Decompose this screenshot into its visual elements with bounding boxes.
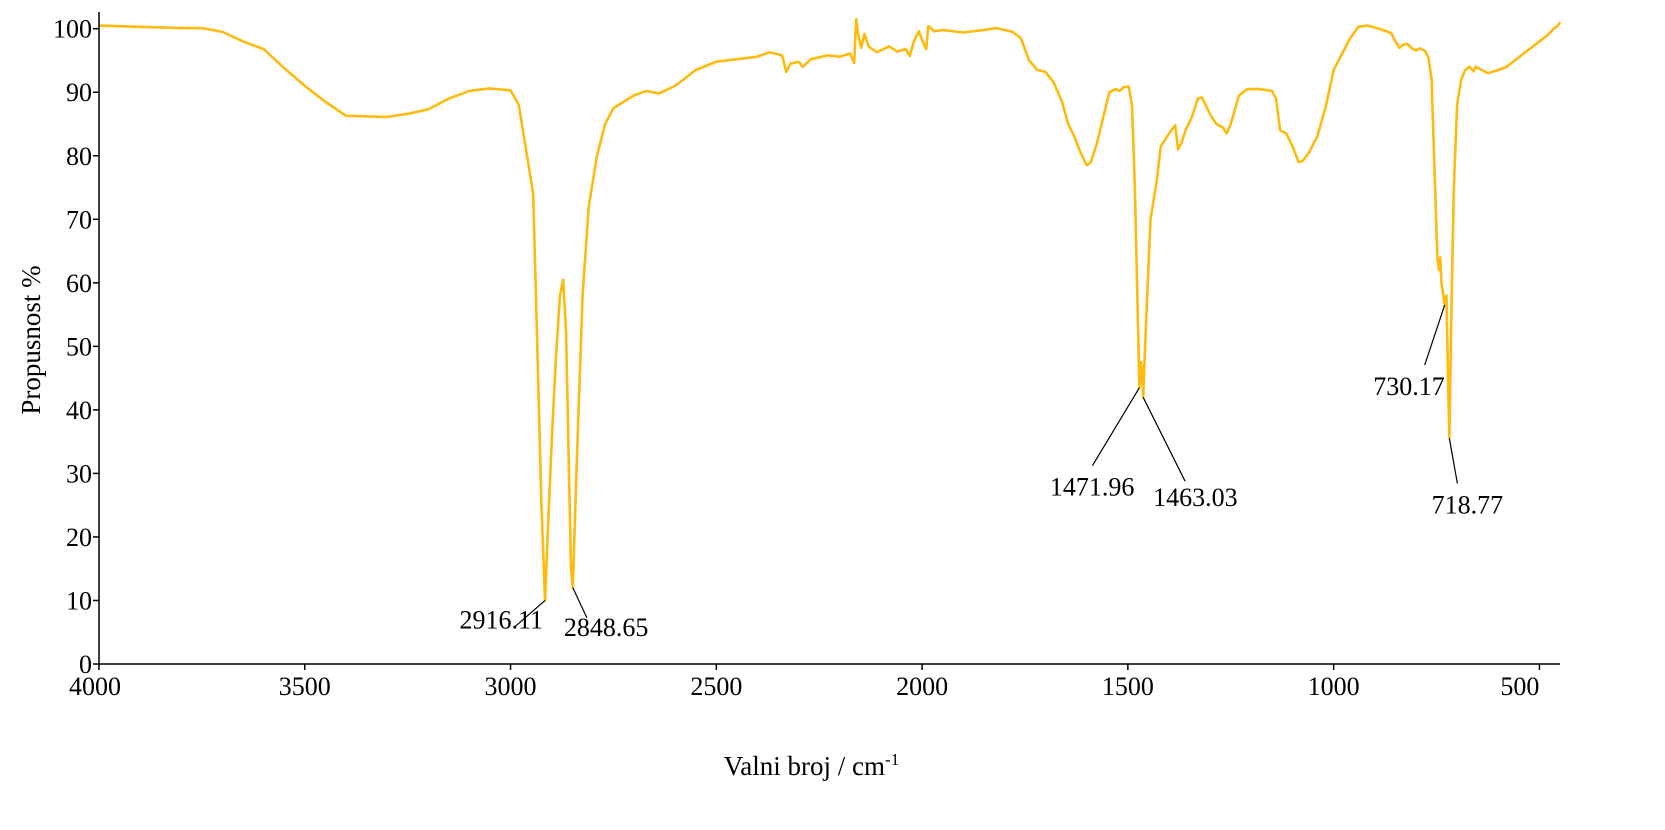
annotation-label: 730.17: [1373, 372, 1445, 401]
x-tick-label: 3500: [279, 672, 331, 701]
y-tick-label: 70: [66, 205, 92, 234]
y-tick-label: 60: [66, 269, 92, 298]
annotation-label: 718.77: [1432, 490, 1504, 519]
y-tick-label: 20: [66, 523, 92, 552]
x-tick-label: 1000: [1308, 672, 1360, 701]
y-tick-label: 0: [79, 650, 92, 679]
y-tick-label: 80: [66, 142, 92, 171]
annotation-leader-line: [572, 587, 588, 619]
annotation-leader-line: [1142, 396, 1186, 482]
y-tick-label: 100: [53, 15, 92, 44]
spectrum-series-line: [98, 17, 1562, 602]
x-axis-title-text: Valni broj / cm: [724, 751, 885, 781]
x-tick-label: 3000: [485, 672, 537, 701]
x-axis-title: Valni broj / cm-1: [724, 750, 899, 781]
peak-annotations: 2916.11 2848.65 1471.96 1463.03 730.17 718.77: [460, 304, 1504, 642]
annotation-label: 2848.65: [564, 613, 649, 642]
x-tick-label: 2500: [690, 672, 742, 701]
x-tick-label: 500: [1500, 672, 1539, 701]
annotation-leader-line: [1091, 387, 1140, 466]
x-tick-label: 2000: [896, 672, 948, 701]
y-axis-title: Propusnost %: [16, 265, 46, 414]
x-axis-title-superscript: -1: [885, 750, 899, 769]
y-tick-label: 30: [66, 459, 92, 488]
annotation-label: 1463.03: [1153, 483, 1238, 512]
x-axis-ticks: 4000 3500 3000 2500 2000 1500 1000 500: [69, 664, 1541, 701]
plot-area: [98, 17, 1562, 602]
y-axis-ticks: 0 10 20 30 40 50 60 70 80 90 100: [53, 15, 99, 679]
y-tick-label: 10: [66, 586, 92, 615]
annotation-leader-line: [1448, 438, 1458, 484]
x-tick-label: 4000: [69, 672, 121, 701]
annotation-label: 2916.11: [460, 605, 544, 634]
annotation-leader-line: [1424, 304, 1446, 366]
annotation-leader-line: [513, 600, 546, 628]
axes: 4000 3500 3000 2500 2000 1500 1000 500 0 10 20 30 4…: [53, 12, 1560, 701]
x-tick-label: 1500: [1102, 672, 1154, 701]
y-tick-label: 90: [66, 78, 92, 107]
y-tick-label: 40: [66, 396, 92, 425]
y-tick-label: 50: [66, 332, 92, 361]
annotation-label: 1471.96: [1050, 473, 1135, 502]
